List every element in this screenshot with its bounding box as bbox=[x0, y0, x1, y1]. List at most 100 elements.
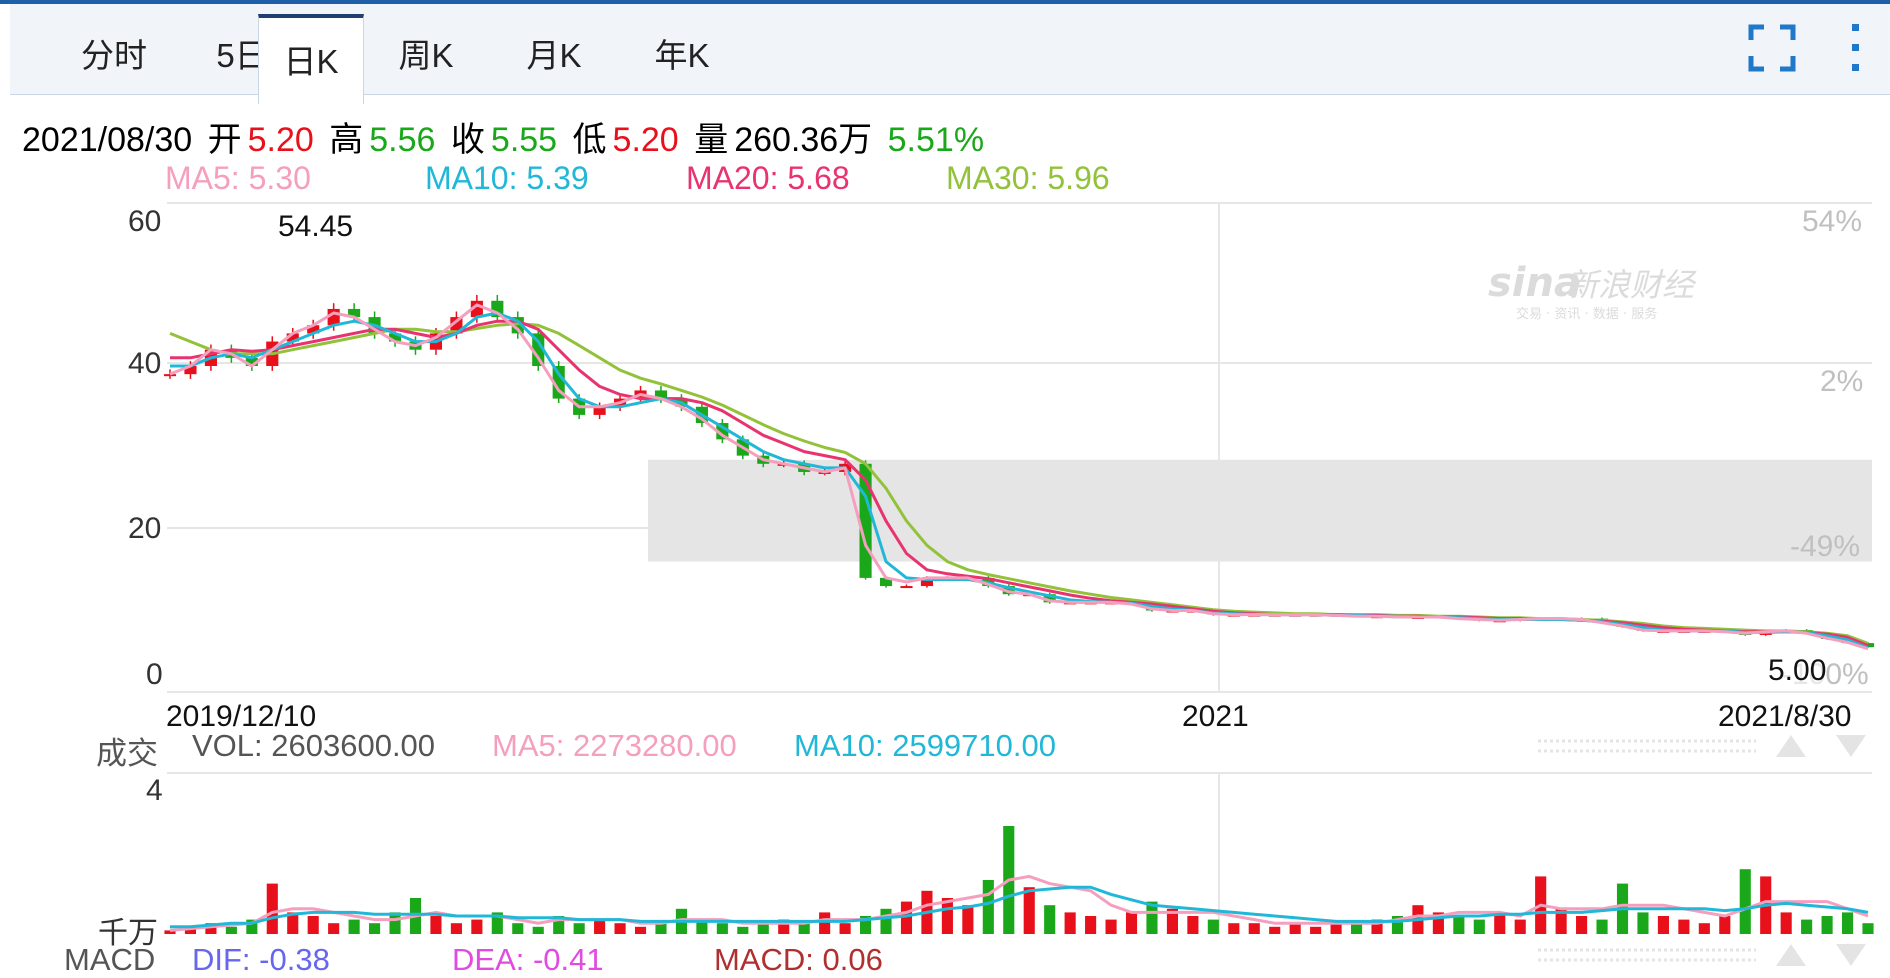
volume-bar bbox=[1105, 919, 1117, 934]
volume-bar bbox=[1862, 923, 1874, 934]
low-label: 低 bbox=[572, 121, 607, 159]
volume-ma10-legend: MA10: 2599710.00 bbox=[794, 728, 1056, 763]
volume-bar bbox=[1125, 912, 1138, 934]
volume-bar bbox=[1350, 923, 1363, 934]
candle-body bbox=[245, 357, 258, 366]
volume-bar bbox=[594, 919, 606, 934]
volume-bar bbox=[307, 916, 319, 934]
fullscreen-icon[interactable] bbox=[1748, 24, 1796, 72]
y-tick-20: 20 bbox=[128, 512, 162, 545]
volume-bar bbox=[1044, 905, 1056, 934]
ma5-line bbox=[169, 303, 1869, 651]
volume-bar bbox=[1391, 916, 1404, 934]
volume-bar bbox=[573, 923, 585, 934]
volume-bar bbox=[1841, 912, 1854, 934]
volume-bar bbox=[1678, 919, 1690, 934]
macd-scroll-up-icon[interactable] bbox=[1776, 944, 1806, 966]
candle-body bbox=[286, 333, 299, 342]
range-band bbox=[648, 459, 1872, 562]
more-vertical-icon[interactable] bbox=[1846, 22, 1866, 74]
volume-bar bbox=[266, 883, 278, 934]
ma-lines bbox=[169, 303, 1869, 651]
volume-bar bbox=[1269, 926, 1281, 934]
volume-bar bbox=[1289, 923, 1301, 934]
volume-bar bbox=[1596, 919, 1608, 934]
volume-ma-lines bbox=[169, 874, 1869, 932]
tab-weekly-k[interactable]: 周K bbox=[398, 37, 454, 74]
volume-bar bbox=[491, 912, 503, 934]
x-label-end: 2021/8/30 bbox=[1718, 700, 1852, 733]
candle-body bbox=[348, 308, 361, 318]
tab-daily-k[interactable]: 日K bbox=[258, 14, 364, 104]
volume-bar bbox=[205, 923, 217, 934]
low-value: 5.20 bbox=[612, 121, 679, 159]
volume-label: 量 bbox=[694, 121, 729, 159]
macd-value-legend: MACD: 0.06 bbox=[714, 942, 883, 977]
volume-bar bbox=[716, 923, 728, 934]
volume-bar bbox=[287, 912, 299, 934]
x-label-start: 2019/12/10 bbox=[166, 700, 317, 733]
macd-scroll-down-icon[interactable] bbox=[1836, 944, 1866, 966]
candle-body bbox=[307, 325, 320, 334]
y-tick-0: 0 bbox=[146, 658, 163, 691]
volume-bar bbox=[1555, 908, 1567, 934]
volume-ma10-line bbox=[170, 885, 1869, 929]
tab-yearly-k[interactable]: 年K bbox=[654, 37, 710, 74]
tab-intraday[interactable]: 分时 bbox=[81, 37, 147, 74]
macd-title: MACD bbox=[64, 942, 156, 977]
change-percent: 5.51% bbox=[887, 121, 985, 159]
volume-bar bbox=[696, 919, 708, 934]
volume-bar bbox=[1432, 912, 1444, 934]
ma20-legend: MA20: 5.68 bbox=[686, 160, 850, 196]
high-value: 5.56 bbox=[369, 121, 436, 159]
volume-bar bbox=[1576, 916, 1588, 934]
volume-bar bbox=[348, 919, 360, 934]
volume-bar bbox=[184, 926, 197, 934]
volume-bar bbox=[1371, 919, 1383, 934]
volume-bar bbox=[1739, 869, 1751, 934]
tab-monthly-k[interactable]: 月K bbox=[526, 37, 582, 74]
x-label-2021: 2021 bbox=[1182, 700, 1249, 733]
candle-body bbox=[532, 333, 545, 366]
volume-bar bbox=[471, 919, 483, 934]
volume-bar bbox=[246, 919, 258, 934]
candle-body bbox=[388, 333, 402, 342]
volume-bar bbox=[328, 923, 340, 934]
y-tick-40: 40 bbox=[128, 347, 162, 380]
volume-bar bbox=[757, 923, 769, 934]
scroll-controls[interactable] bbox=[1538, 735, 1866, 966]
volume-bar bbox=[1473, 919, 1485, 934]
ma5-legend: MA5: 5.30 bbox=[165, 160, 311, 196]
volume-bar bbox=[164, 930, 176, 934]
volume-bar bbox=[982, 880, 994, 934]
macd-dif-legend: DIF: -0.38 bbox=[192, 942, 330, 977]
volume-bar bbox=[512, 923, 524, 934]
volume-bar bbox=[1330, 923, 1342, 934]
open-value: 5.20 bbox=[247, 121, 314, 159]
volume-bar bbox=[737, 926, 749, 934]
volume-bar bbox=[1494, 912, 1506, 934]
pct-tick-2: 2% bbox=[1820, 365, 1864, 398]
volume-bar bbox=[614, 923, 626, 934]
close-label: 收 bbox=[450, 121, 485, 159]
volume-bar bbox=[389, 912, 401, 934]
period-tab-bar: 分时 5日 日K 周K 月K 年K bbox=[10, 4, 1890, 104]
candle-body bbox=[879, 577, 893, 587]
min-price-annotation: 5.00 bbox=[1768, 654, 1827, 688]
volume-ma5-line bbox=[169, 874, 1869, 932]
volume-bar bbox=[1166, 908, 1178, 934]
candle-body bbox=[1043, 594, 1056, 603]
watermark-name: 新浪财经 bbox=[1566, 266, 1697, 304]
volume-bar bbox=[839, 923, 851, 934]
volume-bar bbox=[1637, 912, 1649, 934]
volume-bar bbox=[1698, 923, 1710, 934]
volume-bar bbox=[553, 916, 565, 934]
volume-bar bbox=[1801, 919, 1813, 934]
volume-bar bbox=[430, 916, 442, 934]
scroll-down-icon[interactable] bbox=[1836, 735, 1866, 757]
volume-bar bbox=[962, 905, 974, 934]
scroll-up-icon[interactable] bbox=[1776, 735, 1806, 757]
max-price-annotation: 54.45 bbox=[278, 210, 354, 243]
volume-bar bbox=[634, 926, 647, 934]
